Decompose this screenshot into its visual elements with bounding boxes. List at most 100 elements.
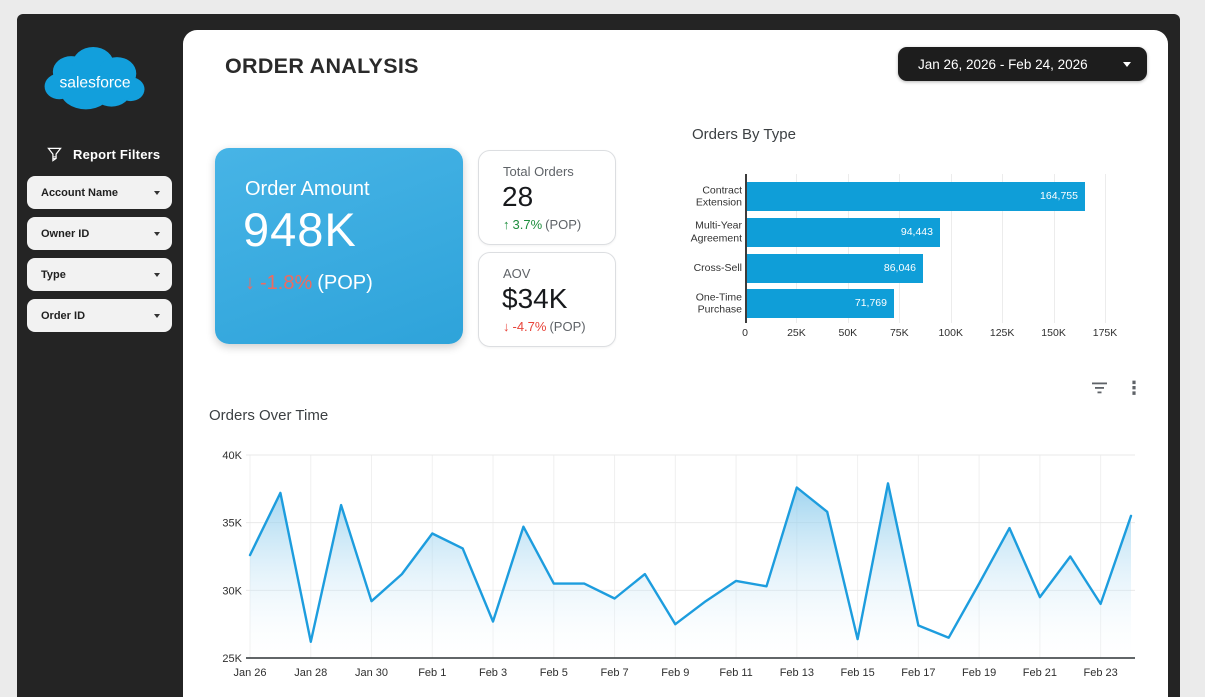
- x-axis-tick-label: Feb 1: [418, 667, 446, 679]
- x-axis-tick-label: 150K: [1041, 327, 1066, 339]
- trend-line[interactable]: [248, 482, 1133, 644]
- more-options-icon[interactable]: ⋮: [1125, 378, 1143, 398]
- gridline: [796, 174, 798, 323]
- kpi-card-order-amount[interactable]: Order Amount 948K ↓ -1.8% (POP): [215, 148, 463, 344]
- date-range-picker[interactable]: Jan 26, 2026 - Feb 24, 2026: [898, 47, 1147, 81]
- kpi-delta-suffix: (POP): [545, 217, 582, 232]
- filter-dropdown-order-id[interactable]: Order ID: [27, 299, 172, 332]
- page-title: ORDER ANALYSIS: [225, 54, 419, 78]
- caret-down-icon: [154, 272, 160, 277]
- funnel-filter-icon: [47, 147, 62, 162]
- y-axis-tick-label: 30K: [222, 585, 242, 597]
- orders-by-type-chart: Contract Extension 164,755 Multi-Year Agreem…: [685, 170, 1118, 345]
- kpi-label: AOV: [503, 266, 531, 281]
- orders-over-time-chart[interactable]: 25K 30K 35K 40K Jan 26 Jan 28 Jan 30 Feb 1 Feb 3…: [220, 445, 1168, 690]
- main-panel: ORDER ANALYSIS Jan 26, 2026 - Feb 24, 20…: [183, 30, 1168, 697]
- x-axis-tick-label: 0: [742, 327, 748, 339]
- kpi-delta-value: -4.7%: [512, 319, 547, 334]
- caret-down-icon: [154, 190, 160, 195]
- y-axis-tick-label: 40K: [222, 450, 242, 462]
- report-filter-list: Account Name Owner ID Type Order ID: [27, 176, 172, 332]
- dashboard-frame: salesforce Report Filters Account Name Ow…: [17, 14, 1180, 697]
- x-axis-tick-label: Feb 11: [719, 667, 752, 679]
- x-axis-tick-label: Feb 15: [840, 667, 874, 679]
- kpi-delta: ↓ -4.7% (POP): [503, 319, 615, 334]
- trend-down-icon: ↓: [245, 272, 255, 294]
- kpi-delta: ↑ 3.7% (POP): [503, 217, 615, 232]
- gridline: [1105, 174, 1106, 323]
- x-axis-tick-label: Feb 9: [661, 667, 689, 679]
- x-axis-tick-label: Feb 13: [780, 667, 814, 679]
- kpi-label: Total Orders: [503, 164, 574, 179]
- x-axis-tick-label: Feb 7: [600, 667, 628, 679]
- bar-one-time-purchase[interactable]: 71,769: [746, 289, 894, 319]
- gridline: [1002, 174, 1004, 323]
- kpi-card-aov[interactable]: AOV $34K ↓ -4.7% (POP): [478, 252, 616, 347]
- bar-value-label: 86,046: [883, 261, 916, 274]
- x-axis-tick-label: Jan 30: [355, 667, 388, 679]
- x-axis-tick-label: Feb 19: [962, 667, 996, 679]
- orders-by-type-title: Orders By Type: [692, 126, 796, 143]
- x-axis-tick-label: 100K: [938, 327, 963, 339]
- x-axis-tick-label: 25K: [787, 327, 806, 339]
- bar-value-label: 94,443: [900, 225, 933, 238]
- orders-over-time-title: Orders Over Time: [209, 407, 329, 424]
- report-filters-title: Report Filters: [73, 147, 161, 162]
- x-axis-tick-label: 50K: [838, 327, 858, 339]
- filter-dropdown-account-name[interactable]: Account Name: [27, 176, 172, 209]
- date-range-value: Jan 26, 2026 - Feb 24, 2026: [918, 56, 1088, 72]
- bar-row: One-Time Purchase 71,769: [685, 289, 1115, 319]
- y-axis-tick-label: 25K: [222, 653, 242, 665]
- salesforce-wordmark: salesforce: [60, 74, 131, 91]
- filter-dropdown-type[interactable]: Type: [27, 258, 172, 291]
- trend-down-icon: ↓: [503, 319, 510, 334]
- filter-dropdown-label: Order ID: [41, 309, 86, 322]
- kpi-card-total-orders[interactable]: Total Orders 28 ↑ 3.7% (POP): [478, 150, 616, 245]
- x-axis-tick-label: 175K: [1092, 327, 1118, 339]
- caret-down-icon: [154, 313, 160, 318]
- bar-cross-sell[interactable]: 86,046: [746, 253, 923, 283]
- kpi-delta-value: 3.7%: [512, 217, 543, 232]
- bar-row: Contract Extension 164,755: [685, 182, 1115, 211]
- bar-multi-year-agreement[interactable]: 94,443: [746, 217, 940, 247]
- caret-down-icon: [1123, 61, 1131, 67]
- kpi-value: 948K: [243, 203, 357, 256]
- filter-dropdown-label: Type: [41, 268, 66, 281]
- bar-value-label: 71,769: [854, 297, 887, 310]
- bar-chart-axis: [745, 174, 747, 323]
- trend-area: [250, 483, 1131, 658]
- bar-category-label: Multi-Year Agreement: [690, 219, 742, 245]
- kpi-delta-value: -1.8%: [260, 272, 313, 294]
- kpi-delta-suffix: (POP): [317, 272, 373, 294]
- trend-up-icon: ↑: [503, 217, 510, 232]
- bar-category-label: One-Time Purchase: [695, 291, 742, 316]
- chart-filter-icon[interactable]: [1090, 380, 1109, 401]
- y-axis-tick-label: 35K: [222, 518, 242, 530]
- bar-value-label: 164,755: [1040, 190, 1078, 202]
- x-axis-tick-label: Jan 28: [294, 667, 327, 679]
- kpi-value: $34K: [502, 283, 568, 314]
- x-axis-tick-label: Feb 5: [540, 667, 568, 679]
- filter-dropdown-label: Account Name: [41, 186, 119, 199]
- bar-row: Multi-Year Agreement 94,443: [685, 217, 1115, 247]
- salesforce-logo: salesforce: [40, 38, 150, 122]
- bar-row: Cross-Sell 86,046: [685, 253, 1115, 283]
- x-axis-tick-label: Feb 17: [901, 667, 935, 679]
- x-axis-tick-label: Feb 21: [1023, 667, 1057, 679]
- bar-category-label: Contract Extension: [695, 184, 742, 209]
- gridline: [847, 174, 849, 323]
- report-filters-header: Report Filters: [47, 147, 160, 162]
- kpi-label: Order Amount: [245, 178, 370, 200]
- x-axis-tick-label: Feb 23: [1084, 667, 1118, 679]
- bar-category-label: Cross-Sell: [693, 261, 742, 274]
- x-axis-tick-label: 75K: [889, 327, 909, 339]
- x-axis-tick-label: Feb 3: [479, 667, 507, 679]
- caret-down-icon: [154, 231, 160, 236]
- filter-dropdown-owner-id[interactable]: Owner ID: [27, 217, 172, 250]
- kpi-delta: ↓ -1.8% (POP): [245, 272, 373, 295]
- gridline: [950, 174, 952, 323]
- x-axis-tick-label: Jan 26: [233, 667, 266, 679]
- gridline: [1053, 174, 1055, 323]
- bar-contract-extension[interactable]: 164,755: [746, 182, 1085, 211]
- kpi-delta-suffix: (POP): [549, 319, 586, 334]
